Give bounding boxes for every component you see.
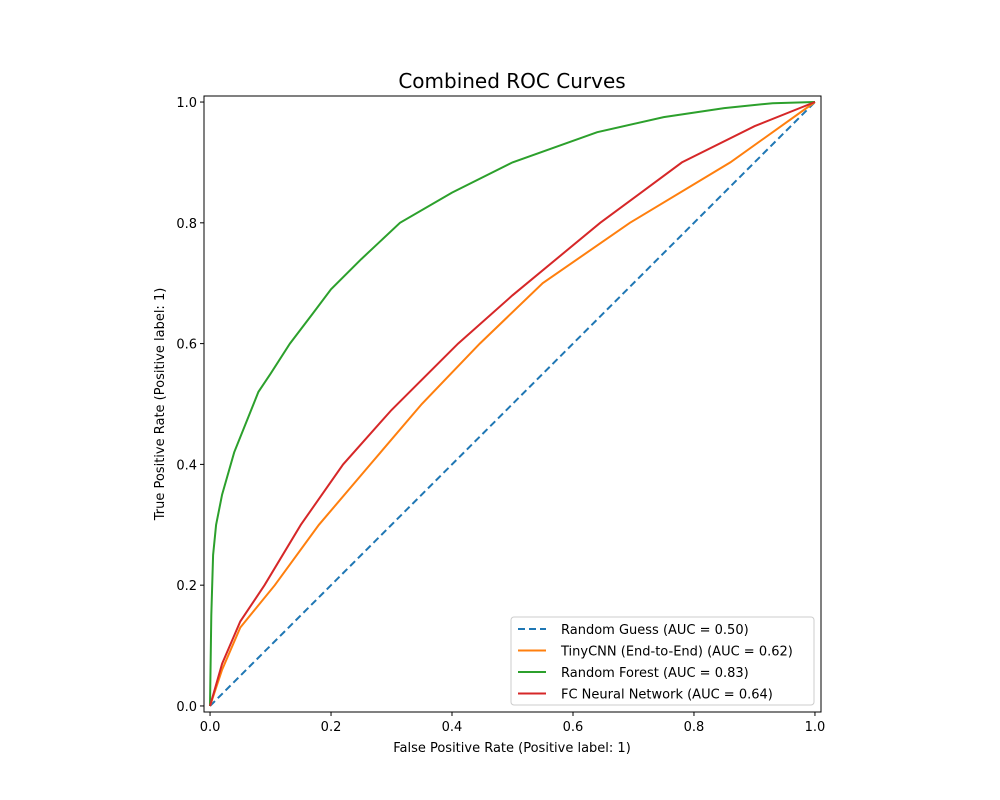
y-tick-label: 0.2 [176,579,197,594]
x-tick-label: 0.6 [563,720,584,735]
y-tick-label: 0.4 [176,458,197,473]
legend-entry: Random Forest (AUC = 0.83) [561,666,749,681]
x-axis-label: False Positive Rate (Positive label: 1) [393,741,631,756]
legend-entry: FC Neural Network (AUC = 0.64) [561,688,773,703]
chart-title: Combined ROC Curves [398,69,625,93]
series-line-0 [209,101,816,707]
y-tick-label: 0.0 [176,700,197,715]
x-tick-label: 0.0 [200,720,221,735]
y-tick-label: 1.0 [176,96,197,111]
x-tick-label: 0.4 [442,720,463,735]
legend-entry: TinyCNN (End-to-End) (AUC = 0.62) [560,645,793,660]
y-tick-label: 0.6 [176,338,197,353]
series-line-1 [209,101,816,707]
y-axis-label: True Positive Rate (Positive label: 1) [153,288,168,522]
series-line-3 [209,101,816,707]
series-line-2 [209,101,816,707]
legend: Random Guess (AUC = 0.50) TinyCNN (End-to… [510,616,815,706]
plot-frame [203,95,822,713]
x-tick-label: 0.2 [321,720,342,735]
legend-box [510,616,815,706]
legend-entry: Random Guess (AUC = 0.50) [561,623,749,638]
x-tick-label: 1.0 [805,720,826,735]
x-tick-label: 0.8 [684,720,705,735]
y-tick-label: 0.8 [176,217,197,232]
